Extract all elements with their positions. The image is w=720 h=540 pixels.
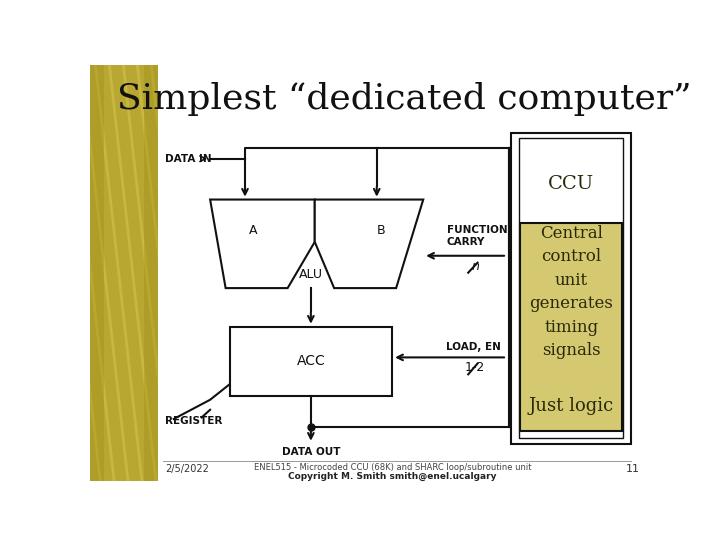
Text: Copyright M. Smith smith@enel.ucalgary: Copyright M. Smith smith@enel.ucalgary: [288, 471, 497, 481]
Polygon shape: [210, 200, 315, 288]
Text: B: B: [377, 224, 385, 237]
Bar: [90, 65, 104, 481]
Text: CCU: CCU: [548, 175, 594, 193]
Bar: [520, 222, 621, 430]
Text: ENEL515 - Microcoded CCU (68K) and SHARC loop/subroutine unit: ENEL515 - Microcoded CCU (68K) and SHARC…: [253, 463, 531, 472]
Bar: [510, 132, 631, 444]
Text: ALU: ALU: [299, 268, 323, 281]
Bar: [90, 65, 158, 481]
Text: 11: 11: [626, 464, 640, 475]
Text: 2/5/2022: 2/5/2022: [165, 464, 209, 475]
Text: LOAD, EN: LOAD, EN: [446, 342, 501, 353]
Text: n: n: [471, 260, 479, 273]
Text: 1-2: 1-2: [465, 361, 485, 374]
Bar: [230, 327, 392, 396]
Text: ACC: ACC: [297, 354, 325, 368]
Text: Simplest “dedicated computer”: Simplest “dedicated computer”: [117, 83, 691, 117]
Text: DATA IN: DATA IN: [165, 154, 212, 164]
Bar: [158, 65, 648, 481]
Text: REGISTER: REGISTER: [165, 416, 222, 426]
Text: DATA OUT: DATA OUT: [282, 447, 340, 457]
Text: Just logic: Just logic: [528, 397, 614, 415]
Text: A: A: [248, 224, 257, 237]
Bar: [518, 138, 624, 438]
Bar: [144, 65, 158, 481]
Text: FUNCTION,
CARRY: FUNCTION, CARRY: [446, 225, 511, 247]
Polygon shape: [315, 200, 423, 288]
Text: Central
control
unit
generates
timing
signals: Central control unit generates timing si…: [529, 225, 613, 359]
